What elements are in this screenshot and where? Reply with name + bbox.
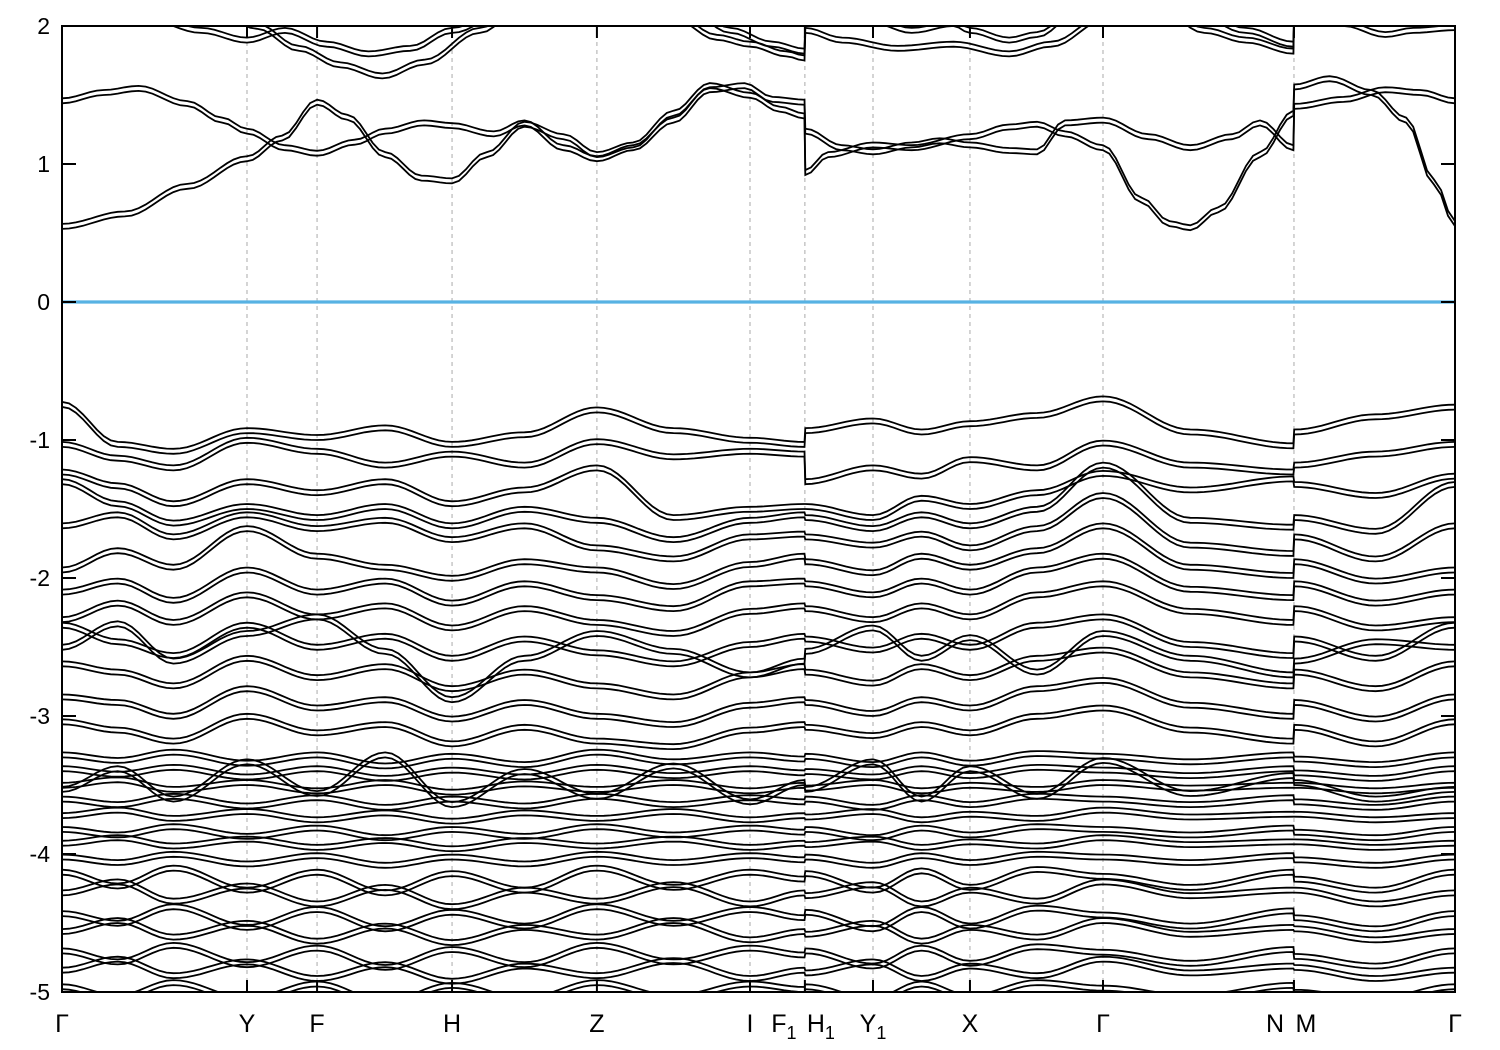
conduction-band-2-pair [62,82,1455,158]
valence-band-24 [62,883,1455,911]
valence-band-2-pair [62,436,1455,481]
y-tick-label: 2 [37,13,50,39]
valence-band-13 [62,709,1455,751]
valence-band-4 [62,466,1455,544]
valence-band-11-pair [62,646,1455,696]
valence-band-7 [62,557,1455,613]
y-tick-label: 0 [37,289,50,315]
valence-band-16-pair [62,776,1455,791]
kpoint-label: Γ [55,1010,69,1038]
valence-band-16 [62,781,1455,796]
valence-band-2 [62,441,1455,486]
valence-band-1-pair [62,395,1455,450]
valence-band-25 [62,908,1455,933]
valence-band-23 [62,869,1455,897]
valence-band-23-pair [62,864,1455,892]
conduction-band-2 [62,87,1455,163]
valence-band-24-pair [62,878,1455,906]
valence-band-11 [62,651,1455,701]
valence-band-1 [62,400,1455,455]
valence-band-7-pair [62,552,1455,608]
kpoint-labels: Γ Y F H Z I F1 H1 Y1 X Γ N M Γ [55,1010,1462,1043]
plot-border [61,25,1456,993]
valence-band-14-pair [62,748,1455,765]
valence-band-28-pair [62,955,1455,980]
valence-band-27 [62,946,1455,971]
valence-band-21-pair [62,834,1455,848]
axis-ticks [62,25,1455,993]
valence-band-9 [62,618,1455,668]
kpoint-label: Y [239,1010,256,1038]
kpoint-label: Y1 [860,1010,887,1043]
valence-band-25-pair [62,903,1455,928]
valence-band-3-pair [62,464,1455,517]
y-tick-label: -2 [30,565,50,591]
valence-band-26-pair [62,917,1455,942]
y-tick-label: -4 [30,841,51,867]
y-tick-label: -3 [30,703,50,729]
valence-band-8 [62,585,1455,637]
kpoint-label: Z [589,1010,604,1038]
valence-band-22-pair [62,850,1455,864]
conduction-band-4-pair [262,26,1295,75]
valence-band-13-pair [62,704,1455,746]
valence-band-18-pair [62,792,1455,806]
conduction-band-3-pair [184,26,1455,53]
valence-band-20 [62,828,1455,842]
valence-band-9-pair [62,613,1455,663]
valence-band-5-pair [62,492,1455,558]
valence-band-27-pair [62,941,1455,966]
valence-band-12 [62,681,1455,728]
kpoint-label: M [1296,1010,1317,1038]
kpoint-label: H [443,1010,461,1038]
conduction-band-4 [244,26,1295,80]
valence-band-8-pair [62,580,1455,632]
valence-band-15-pair [62,763,1455,777]
valence-band-22 [62,855,1455,869]
valence-band-14 [62,753,1455,770]
valence-band-29 [62,984,1455,992]
kpoint-label: H1 [807,1010,835,1043]
y-tick-label: 1 [37,151,50,177]
y-tick-label: -1 [30,427,50,453]
bands-layer [62,26,1455,992]
y-tick-label: -5 [30,979,50,1005]
valence-band-6-pair [62,522,1455,586]
valence-band-18 [62,797,1455,811]
kpoint-label: Γ [1448,1010,1462,1038]
y-axis-labels: -5 -4 -3 -2 -1 0 1 2 [30,13,51,1005]
valence-band-15 [62,768,1455,782]
valence-band-21 [62,839,1455,853]
kpoint-label: I [747,1010,754,1038]
valence-band-19 [62,811,1455,825]
conduction-band-1 [62,80,1455,232]
valence-band-12-pair [62,676,1455,724]
kpoint-label: X [962,1010,979,1038]
valence-band-28 [62,960,1455,985]
valence-band-6 [62,527,1455,590]
conduction-band-3 [170,26,1455,58]
kpoint-label: N [1266,1010,1284,1038]
valence-band-4-pair [62,461,1455,539]
kpoint-label: F1 [771,1010,796,1043]
kpoint-label: F [309,1010,324,1038]
kpoint-label: Γ [1096,1010,1110,1038]
valence-band-5 [62,497,1455,563]
valence-band-26 [62,922,1455,947]
valence-band-3 [62,469,1455,521]
valence-band-20-pair [62,823,1455,837]
valence-band-19-pair [62,806,1455,820]
kpoint-gridlines [246,26,1295,992]
